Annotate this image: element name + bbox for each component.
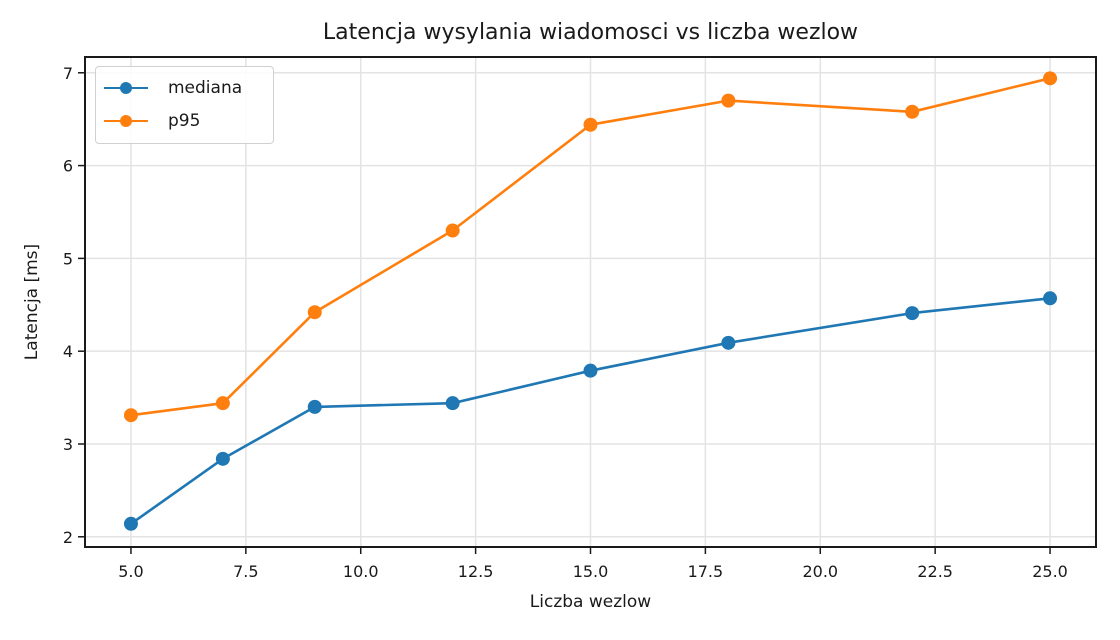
data-point-marker [445, 223, 460, 238]
data-point-marker [307, 399, 322, 414]
legend-marker-icon [104, 108, 148, 134]
data-point-marker [215, 396, 230, 411]
data-point-marker [1043, 291, 1058, 306]
data-point-marker [721, 335, 736, 350]
y-tick-label: 7 [63, 64, 73, 83]
y-tick-label: 4 [63, 342, 73, 361]
data-point-marker [123, 516, 138, 531]
data-point-marker [1043, 71, 1058, 86]
x-tick-label: 15.0 [573, 562, 609, 581]
data-point-marker [583, 363, 598, 378]
x-tick-label: 22.5 [917, 562, 953, 581]
y-tick-label: 2 [63, 528, 73, 547]
data-point-marker [123, 408, 138, 423]
chart-title: Latencja wysylania wiadomosci vs liczba … [322, 20, 859, 45]
series-p95 [123, 71, 1058, 423]
series-mediana [123, 291, 1058, 531]
y-tick-label: 3 [63, 435, 73, 454]
data-point-marker [905, 306, 920, 321]
y-tick-label: 5 [63, 249, 73, 268]
data-point-marker [215, 451, 230, 466]
data-point-marker [583, 117, 598, 132]
x-tick-label: 5.0 [118, 562, 143, 581]
data-point-marker [905, 104, 920, 119]
x-tick-label: 7.5 [233, 562, 258, 581]
y-tick-label: 6 [63, 157, 73, 176]
legend-marker-icon [104, 75, 148, 101]
data-point-marker [307, 305, 322, 320]
series-line [130, 297, 1051, 525]
x-tick-label: 25.0 [1032, 562, 1068, 581]
x-axis-label: Liczba wezlow [529, 592, 652, 612]
x-tick-label: 20.0 [802, 562, 838, 581]
data-point-marker [721, 93, 736, 108]
x-tick-label: 10.0 [343, 562, 379, 581]
data-point-marker [445, 396, 460, 411]
x-axis-ticks: 5.0 7.5 10.0 12.5 15.0 17.5 20.0 22.5 25.0 [118, 547, 1068, 581]
y-axis-ticks: 2 3 4 5 6 7 [63, 64, 85, 547]
grid-lines [85, 57, 1096, 547]
legend-label: mediana [168, 78, 243, 98]
series-line [130, 77, 1051, 417]
legend-label: p95 [168, 111, 201, 131]
series-layer [123, 71, 1058, 531]
legend-item-mediana: mediana [104, 75, 242, 101]
legend-item-p95: p95 [104, 108, 200, 134]
x-tick-label: 17.5 [688, 562, 724, 581]
legend: mediana p95 [95, 66, 274, 144]
x-tick-label: 12.5 [458, 562, 494, 581]
